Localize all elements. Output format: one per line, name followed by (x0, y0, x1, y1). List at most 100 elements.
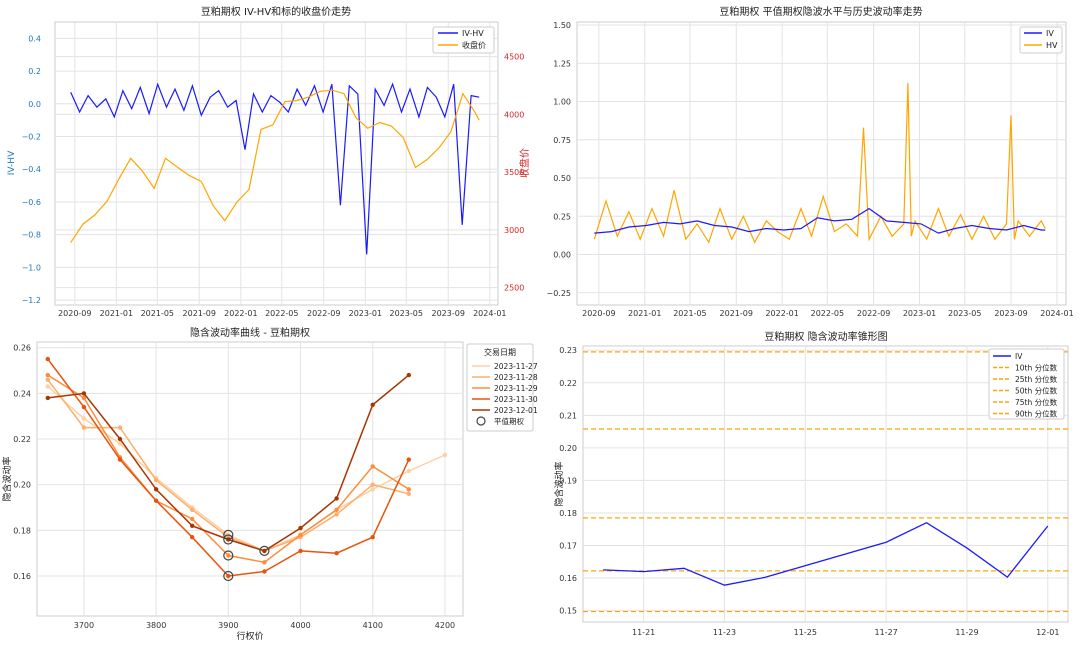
x-tick-label: 11-23 (713, 628, 736, 637)
y2-tick-label: 4000 (504, 110, 524, 119)
y-tick-label: 0.18 (13, 526, 31, 535)
x-tick-label: 2020-09 (582, 309, 615, 318)
atm-marker (223, 570, 234, 582)
legend-label: 2023-11-28 (494, 373, 538, 382)
series-point (226, 573, 231, 579)
legend-label: 2023-11-27 (494, 362, 538, 371)
series-point (298, 548, 303, 554)
y-tick-label: 0.20 (559, 444, 577, 453)
y-tick-label: −0.2 (22, 133, 41, 142)
y-tick-label: −0.25 (546, 289, 571, 298)
x-tick-label: 11-27 (875, 628, 898, 637)
x-tick-label: 4000 (290, 621, 310, 630)
legend-label: IV-HV (462, 29, 484, 38)
x-tick-label: 2021-05 (673, 309, 706, 318)
series-point (81, 404, 87, 410)
series-point (298, 532, 303, 538)
series-point (153, 487, 159, 492)
y-tick-label: 0.00 (553, 251, 571, 260)
y-axis: 0.23 0.22 0.21 0.20 0.19 0.18 0.17 0.16 0.15 (559, 346, 577, 615)
y-tick-label: 0.4 (28, 34, 41, 43)
y-tick-label: 0.26 (13, 344, 31, 353)
x-tick-label: 2022-09 (857, 309, 890, 318)
x-tick-label: 2022-05 (811, 309, 844, 318)
panel-cone: 豆粕期权 隐含波动率锥形图 11-21 11-23 11-25 11-27 11-29 1… (553, 330, 1069, 637)
x-tick-label: 3900 (218, 621, 238, 630)
legend-items: 2023-11-27 2023-11-28 2023-11-29 2023-11-30… (472, 362, 538, 426)
y2-tick-label: 3000 (504, 226, 524, 235)
x-tick-label: 2022-01 (224, 309, 257, 318)
series-point (45, 395, 50, 401)
grid (37, 342, 463, 616)
y-axis-label: IV-HV (7, 150, 17, 175)
legend-label: 收盘价 (462, 40, 486, 50)
y-tick-label: −1.2 (22, 296, 41, 305)
y-tick-label: 1.00 (553, 98, 571, 107)
plot-frame (576, 21, 1067, 306)
series-point (81, 391, 87, 396)
plot-frame (582, 345, 1069, 623)
y-tick-label: −0.8 (22, 231, 41, 240)
series-lines (593, 83, 1046, 244)
legend-label: 50th 分位数 (1015, 386, 1058, 396)
y-tick-label: −1.0 (22, 263, 41, 272)
series-point (45, 384, 50, 389)
series-point (370, 482, 375, 487)
series-point (81, 425, 87, 430)
series-line-0 (603, 521, 1049, 586)
plot-frame (54, 21, 499, 306)
y-tick-label: −0.4 (22, 165, 41, 174)
y-tick-label: 0.23 (559, 346, 577, 355)
legend-swatch-atm (476, 416, 486, 426)
series-point (262, 569, 267, 574)
panel-iv-hv: 豆粕期权 IV-HV和标的收盘价走势 2020-09 2021-01 2021-05… (7, 5, 531, 318)
series-point (406, 457, 411, 462)
grid (577, 22, 1066, 305)
x-tick-label: 11-29 (955, 628, 978, 637)
y-tick-label: 0.22 (559, 379, 577, 388)
series-point (406, 487, 411, 492)
legend-box (988, 348, 1065, 420)
series-point (370, 402, 375, 407)
x-tick-label: 2023-09 (431, 309, 464, 318)
atm-marker (223, 534, 234, 545)
series-point (45, 356, 50, 362)
legend-label: 2023-11-29 (494, 384, 538, 393)
y-tick-label: 0.2 (28, 67, 41, 76)
y-tick-label: 0.16 (559, 574, 577, 583)
y-axis-label: 隐含波动率 (553, 461, 565, 506)
series-point (45, 377, 50, 382)
x-axis: 2020-09 2021-01 2021-05 2021-09 2022-01 2022-… (582, 309, 1074, 318)
series-point (117, 436, 123, 442)
x-axis: 2020-09 2021-01 2021-05 2021-09 2022-01 2022-… (58, 309, 506, 318)
series-point (153, 477, 159, 483)
y-axis-right: 4500 4000 3500 3000 2500 (504, 53, 524, 293)
series-point (370, 487, 375, 492)
series-point (190, 535, 195, 540)
panel-smile: 隐含波动率曲线 - 豆粕期权 3700 3800 3900 4000 4100 4200 … (1, 326, 538, 642)
x-tick-label: 2021-09 (183, 309, 216, 318)
x-tick-label: 12-01 (1036, 628, 1059, 637)
x-axis-label: 行权价 (236, 630, 263, 642)
legend-label: IV (1015, 352, 1023, 361)
x-tick-label: 2021-01 (628, 309, 661, 318)
series-point (190, 507, 195, 512)
y2-tick-label: 3500 (504, 168, 524, 177)
series-point (262, 548, 267, 554)
legend: 交易日期 2023-11-272023-11-282023-11-292023-… (466, 343, 538, 432)
legend-label: 2023-11-30 (494, 395, 538, 404)
series-point (334, 507, 339, 512)
x-tick-label: 2023-09 (994, 309, 1027, 318)
x-tick-label: 2020-09 (58, 309, 91, 318)
chart-title: 豆粕期权 隐含波动率锥形图 (764, 330, 887, 343)
x-tick-label: 2023-05 (948, 309, 981, 318)
y-tick-label: 0.17 (559, 542, 577, 551)
x-tick-label: 11-21 (632, 628, 655, 637)
series-lines (45, 356, 448, 582)
grid (55, 22, 498, 305)
x-tick-label: 2021-09 (720, 309, 753, 318)
series-point (406, 491, 411, 496)
legend-label: IV (1046, 29, 1054, 38)
series-line-0 (70, 82, 480, 255)
